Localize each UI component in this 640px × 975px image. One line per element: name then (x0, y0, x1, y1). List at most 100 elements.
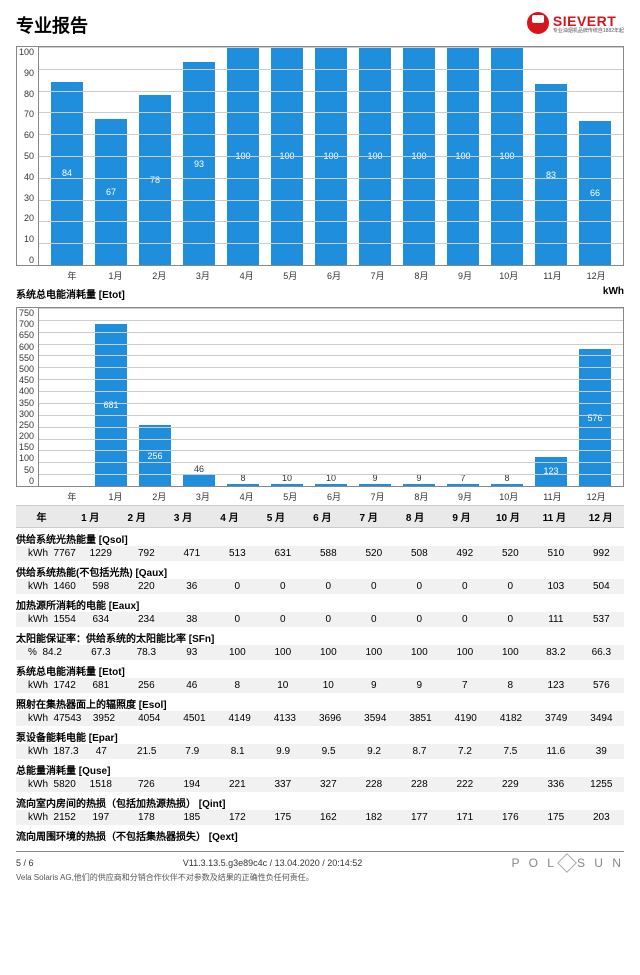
table-cell: 178 (124, 810, 170, 825)
hex-icon (557, 853, 577, 873)
table-cell: 100 (306, 645, 352, 660)
grid-line (39, 308, 623, 309)
x-tick: 6月 (312, 487, 356, 503)
table-cell: 10 (306, 678, 352, 693)
table-cell: kWh 47543 (16, 711, 81, 726)
table-cell: 100 (397, 645, 443, 660)
x-tick: 7月 (356, 487, 400, 503)
bar-slot: 10 (265, 308, 309, 486)
table-header-cell: 3 月 (160, 506, 206, 527)
table-cell: 7.9 (170, 744, 215, 759)
table-cell: 4190 (443, 711, 488, 726)
x-tick: 12月 (574, 487, 618, 503)
y-tick: 400 (19, 386, 34, 396)
y-tick: 700 (19, 319, 34, 329)
y-tick: 50 (24, 151, 34, 161)
bar: 8 (491, 484, 523, 486)
table-cell: 7.5 (488, 744, 533, 759)
table-cell: 336 (533, 777, 579, 792)
table-cell: 1255 (579, 777, 625, 792)
table-cell: kWh 2152 (16, 810, 78, 825)
y-tick: 550 (19, 353, 34, 363)
x-tick: 4月 (225, 487, 269, 503)
table-cell: 0 (397, 579, 443, 594)
table-cell: 1518 (78, 777, 124, 792)
y-tick: 100 (19, 47, 34, 57)
grid-line (39, 462, 623, 463)
table-cell: 171 (442, 810, 488, 825)
table-header-cell: 1 月 (67, 506, 113, 527)
table-row: kWh 1554634234380000000111537 (16, 612, 624, 627)
bar: 83 (535, 84, 567, 265)
table-cell: 203 (579, 810, 625, 825)
x-tick: 3月 (181, 487, 225, 503)
table-cell: 21.5 (124, 744, 169, 759)
grid-line (39, 439, 623, 440)
table-cell: 3749 (534, 711, 579, 726)
table-cell: 520 (351, 546, 397, 561)
y-tick: 500 (19, 364, 34, 374)
bar: 576 (579, 349, 611, 486)
table-cell: 228 (351, 777, 397, 792)
grid-line (39, 156, 623, 157)
grid-line (39, 91, 623, 92)
chart-y-axis: 7507006506005505004504003503002502001501… (17, 308, 39, 486)
table-cell: 0 (260, 612, 306, 627)
table-cell: 100 (215, 645, 261, 660)
table-cell: 38 (169, 612, 215, 627)
brand-mark-icon (527, 12, 549, 34)
bar-slot: 9 (353, 308, 397, 486)
bar-value-label: 93 (183, 159, 215, 169)
bar-slot: 8 (485, 308, 529, 486)
table-cell: 234 (124, 612, 170, 627)
table-cell: 631 (260, 546, 306, 561)
table-cell: kWh 7767 (16, 546, 78, 561)
page-footer: 5 / 6 V11.3.13.5.g3e89c4c / 13.04.2020 /… (16, 851, 624, 883)
bar: 9 (403, 484, 435, 486)
table-cell: 67.3 (78, 645, 124, 660)
y-tick: 90 (24, 68, 34, 78)
table-row: % 84.267.378.39310010010010010010010083.… (16, 645, 624, 660)
table-cell: 576 (579, 678, 625, 693)
x-tick: 4月 (225, 266, 269, 282)
table-cell: 3494 (579, 711, 624, 726)
grid-line (39, 243, 623, 244)
table-cell: 8 (215, 678, 261, 693)
table-cell: kWh 187.3 (16, 744, 79, 759)
bar-slot: 681 (89, 308, 133, 486)
table-cell: 176 (488, 810, 534, 825)
grid-line (39, 69, 623, 70)
table-cell: 992 (579, 546, 625, 561)
table-cell: 3594 (353, 711, 398, 726)
table-cell: 726 (124, 777, 170, 792)
grid-line (39, 379, 623, 380)
table-cell: 221 (215, 777, 261, 792)
table-cell: 194 (169, 777, 215, 792)
table-cell: kWh 1742 (16, 678, 78, 693)
table-row: kWh 776712297924715136315885205084925205… (16, 546, 624, 561)
table-cell: 39 (579, 744, 624, 759)
chart-etot: 7507006506005505004504003503002502001501… (16, 307, 624, 503)
x-tick: 1月 (94, 487, 138, 503)
bar-slot: 10 (309, 308, 353, 486)
table-cell: 3696 (307, 711, 352, 726)
grid-line (39, 200, 623, 201)
bar-value-label: 78 (139, 175, 171, 185)
x-tick: 10月 (487, 266, 531, 282)
table-cell: 78.3 (124, 645, 170, 660)
grid-line (39, 178, 623, 179)
table-cell: 0 (351, 612, 397, 627)
footer-page: 5 / 6 (16, 858, 34, 868)
y-tick: 750 (19, 308, 34, 318)
y-tick: 200 (19, 431, 34, 441)
bar-slot (45, 308, 89, 486)
table-section-title: 流向室内房间的热损（包括加热源热损） [Qint] (16, 792, 624, 810)
table-cell: 103 (533, 579, 579, 594)
table-cell: 66.3 (579, 645, 625, 660)
chart-caption-left: 系统总电能消耗量 [Etot] (16, 286, 125, 301)
table-cell: 123 (533, 678, 579, 693)
table-cell: 177 (397, 810, 443, 825)
x-tick: 2月 (137, 487, 181, 503)
table-body: 供给系统光热能量 [Qsol]kWh 776712297924715136315… (16, 528, 624, 843)
table-cell: 172 (215, 810, 261, 825)
